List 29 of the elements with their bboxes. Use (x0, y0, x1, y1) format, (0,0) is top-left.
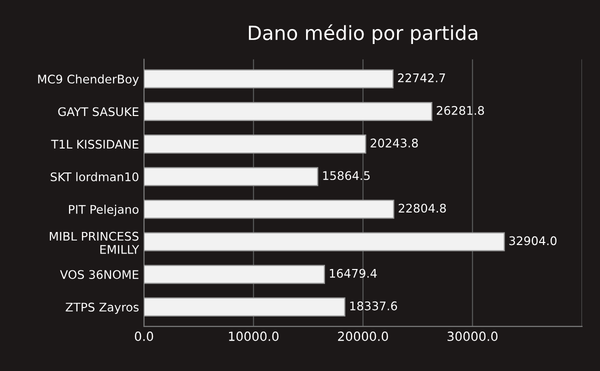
bar (144, 232, 505, 252)
data-label: 32904.0 (509, 236, 556, 246)
y-tick-label: SKT lordman10 (50, 172, 138, 182)
y-tick-label: MC9 ChenderBoy (38, 74, 139, 86)
chart-title: Dano médio por partida (248, 24, 478, 44)
x-tick-label: 0.0 (134, 332, 154, 342)
data-label: 16479.4 (330, 268, 377, 278)
bar (144, 134, 366, 154)
bar (144, 69, 394, 88)
y-tick-label: VOS 36NOME (60, 270, 138, 280)
bar (144, 102, 432, 121)
data-label: 20243.8 (370, 138, 418, 148)
bar (144, 297, 346, 316)
x-tick-label: 20000.0 (338, 332, 388, 342)
y-tick-label: GAYT SASUKE (58, 107, 138, 116)
y-tick-label: PIT Pelejano (69, 204, 138, 216)
y-tick-label: T1L KISSIDANE (51, 140, 138, 149)
bar (144, 264, 326, 284)
x-tick-label: 30000.0 (448, 332, 498, 342)
data-label: 22742.7 (398, 73, 446, 82)
y-tick-label: ZTPS Zayros (66, 302, 139, 314)
bar (144, 200, 394, 219)
x-tick-label: 10000.0 (229, 332, 279, 342)
bar (144, 167, 318, 186)
data-label: 15864.5 (323, 171, 370, 180)
data-label: 26281.8 (436, 106, 484, 115)
data-label: 18337.6 (350, 301, 398, 310)
data-label: 22804.8 (398, 204, 446, 213)
y-tick-label: MIBL PRINCESS EMILLY (50, 232, 140, 254)
